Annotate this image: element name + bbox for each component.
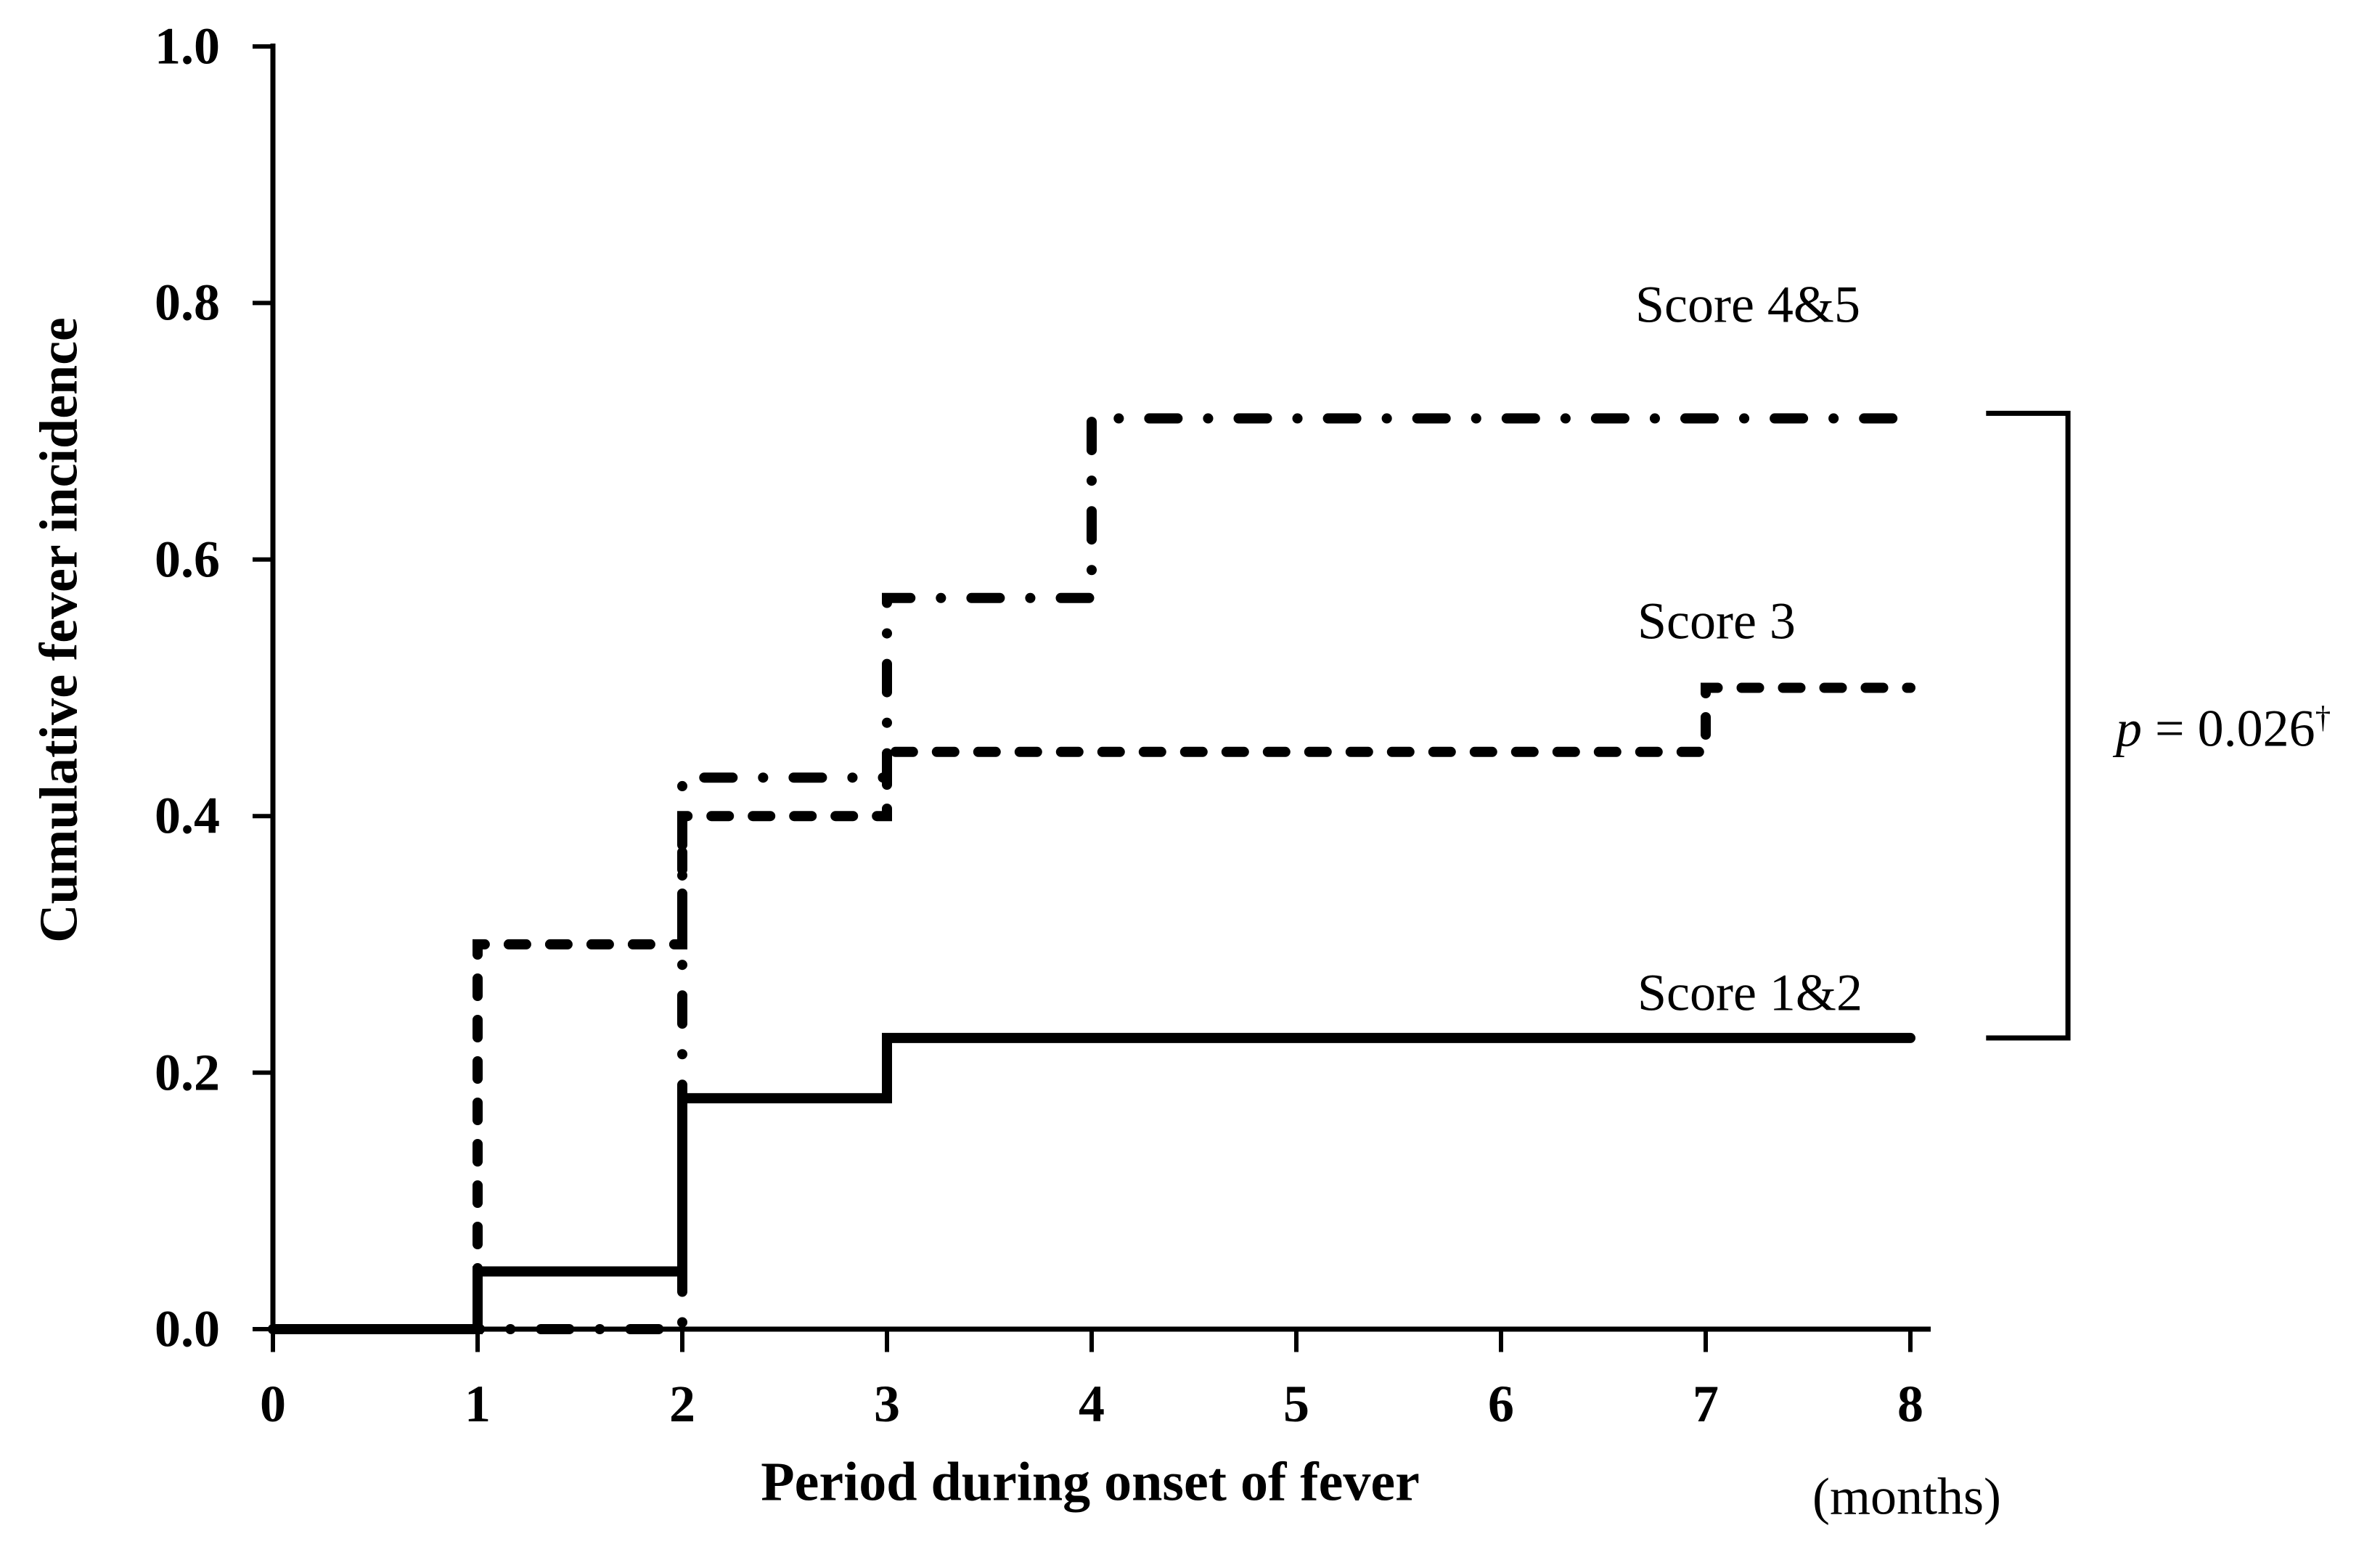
x-tick-label: 7 bbox=[1693, 1375, 1719, 1433]
comparison-bracket bbox=[1986, 410, 2071, 1041]
x-tick-label: 6 bbox=[1488, 1375, 1514, 1433]
series-line-score-4-5 bbox=[268, 413, 1915, 1334]
x-tick-label: 4 bbox=[1079, 1375, 1105, 1433]
y-tick-label: 0.8 bbox=[155, 273, 220, 332]
x-tick-label: 1 bbox=[465, 1375, 491, 1433]
series-line-score-1-2 bbox=[268, 1032, 1915, 1334]
y-tick-label: 0.4 bbox=[155, 786, 220, 845]
p-value-annotation: p = 0.026† bbox=[2116, 699, 2331, 759]
series-label-score-4-5: Score 4&5 bbox=[1635, 275, 1860, 334]
series-label-score-1-2: Score 1&2 bbox=[1637, 963, 1862, 1022]
x-axis-unit-label: (months) bbox=[1812, 1467, 2001, 1526]
x-axis-title: Period during onset of fever bbox=[761, 1451, 1420, 1513]
series-label-score-3: Score 3 bbox=[1637, 592, 1796, 650]
x-tick-label: 3 bbox=[874, 1375, 900, 1433]
y-tick-label: 0.0 bbox=[155, 1299, 220, 1358]
y-axis-title: Cumulative fever incidence bbox=[29, 317, 89, 943]
series-line-score-3 bbox=[268, 682, 1915, 1334]
p-equals-value: = 0.026 bbox=[2142, 699, 2315, 758]
x-tick-label: 8 bbox=[1897, 1375, 1923, 1433]
dagger-symbol: † bbox=[2315, 701, 2331, 735]
p-symbol: p bbox=[2116, 699, 2142, 758]
y-tick-label: 1.0 bbox=[155, 17, 220, 75]
y-tick-label: 0.6 bbox=[155, 530, 220, 589]
x-tick-label: 5 bbox=[1283, 1375, 1309, 1433]
x-tick-label: 0 bbox=[260, 1375, 286, 1433]
x-tick-label: 2 bbox=[669, 1375, 695, 1433]
y-tick-label: 0.2 bbox=[155, 1043, 220, 1102]
